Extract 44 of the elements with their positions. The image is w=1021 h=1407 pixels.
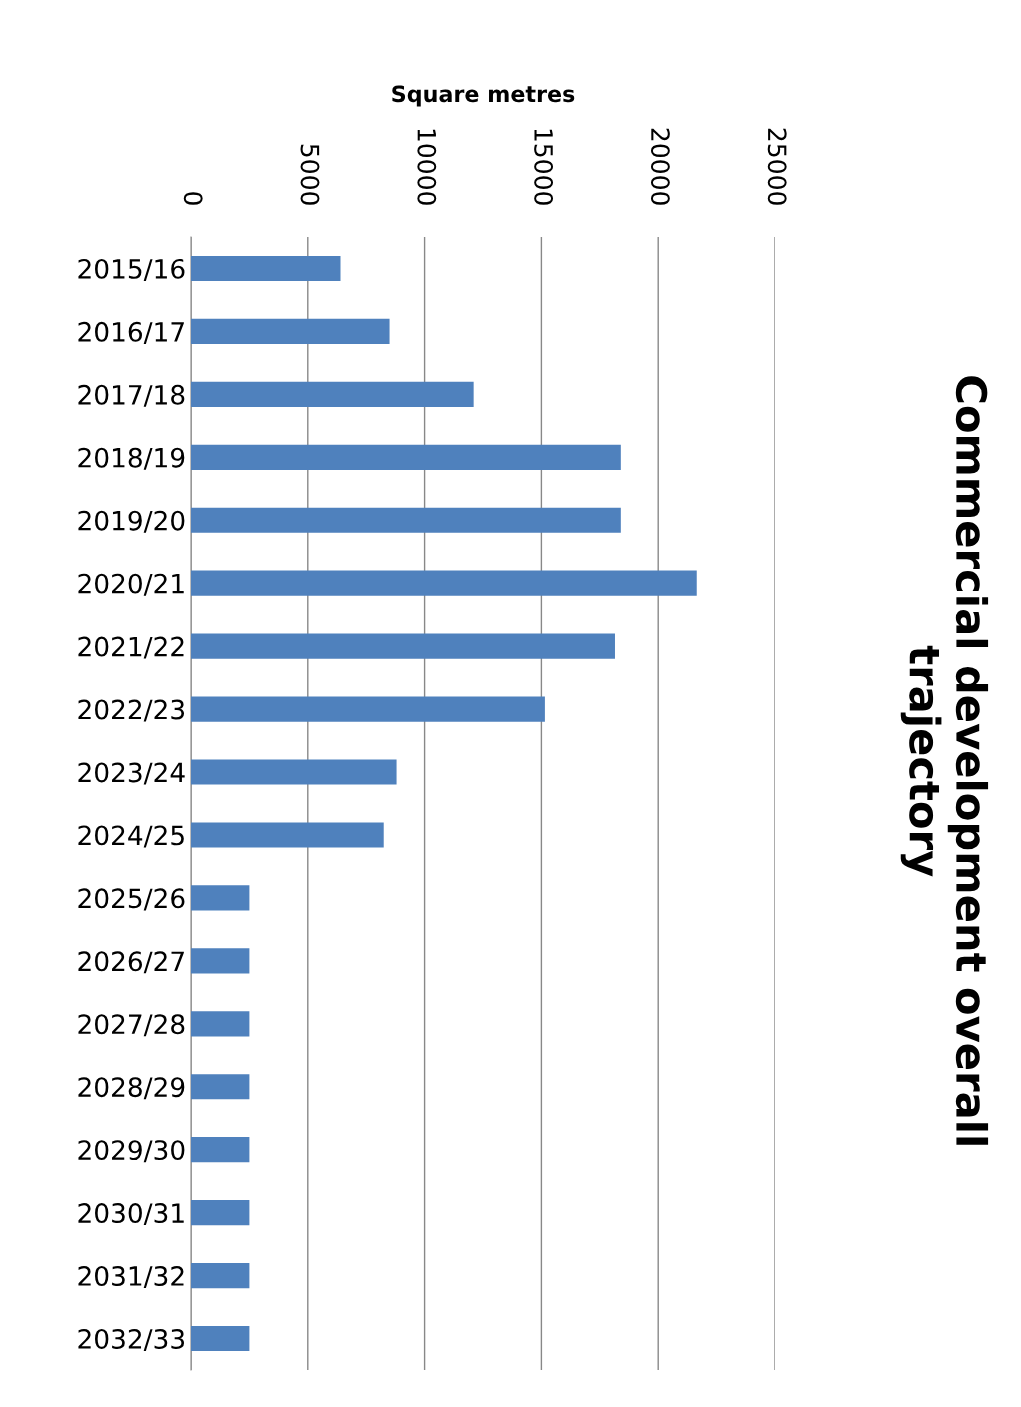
x-tick-label: 20000 xyxy=(650,128,670,205)
y-tick-label: 2016/17 xyxy=(78,321,184,344)
bar xyxy=(191,1325,250,1352)
bar xyxy=(191,885,250,911)
x-tick-label: 0 xyxy=(183,192,203,205)
y-tick-label: 2015/16 xyxy=(78,258,185,281)
x-tick-label: 5000 xyxy=(300,144,320,205)
bar xyxy=(191,1262,250,1289)
x-tick-label: 25000 xyxy=(767,128,787,205)
y-tick-label: 2021/22 xyxy=(78,636,184,659)
y-tick-label: 2031/32 xyxy=(78,1266,184,1289)
x-axis-title: Square metres xyxy=(392,85,575,107)
y-tick-label: 2022/23 xyxy=(78,699,185,722)
y-tick-label: 2024/25 xyxy=(78,825,184,848)
y-tick-label: 2027/28 xyxy=(78,1014,185,1037)
text: Commercial development overall trajectory xyxy=(900,376,989,1145)
y-tick-label: 2019/20 xyxy=(78,510,185,533)
bar xyxy=(191,318,390,345)
bar xyxy=(191,696,545,722)
y-tick-label: 2028/29 xyxy=(78,1077,185,1100)
bar xyxy=(191,1137,250,1163)
y-tick-label: 2025/26 xyxy=(78,888,185,911)
bar xyxy=(191,1011,250,1037)
y-tick-label: 2017/18 xyxy=(78,384,185,407)
bar xyxy=(191,759,397,785)
y-tick-label: 2026/27 xyxy=(78,951,184,974)
bar xyxy=(191,822,384,848)
bar xyxy=(191,507,621,533)
y-tick-label: 2032/33 xyxy=(78,1328,185,1351)
bar xyxy=(191,570,697,596)
bar xyxy=(191,1200,250,1226)
y-tick-label: 2029/30 xyxy=(78,1140,185,1163)
y-tick-label: 2023/24 xyxy=(78,762,185,785)
bar xyxy=(191,633,615,659)
bar xyxy=(191,1074,250,1100)
y-tick-label: 2030/31 xyxy=(78,1203,184,1226)
x-tick-label: 15000 xyxy=(534,129,554,205)
y-tick-label: 2018/19 xyxy=(78,447,185,470)
bar xyxy=(191,948,250,974)
y-tick-label: 2020/21 xyxy=(78,573,184,596)
bar xyxy=(191,381,474,407)
bar xyxy=(191,255,341,282)
x-tick-label: 10000 xyxy=(417,129,437,205)
bar xyxy=(191,444,621,470)
